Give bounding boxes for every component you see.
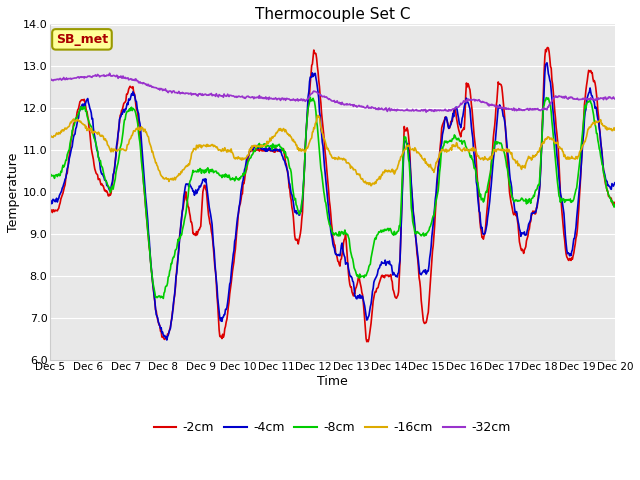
-32cm xyxy=(47,78,54,84)
-2cm xyxy=(544,45,552,50)
Legend: -2cm, -4cm, -8cm, -16cm, -32cm: -2cm, -4cm, -8cm, -16cm, -32cm xyxy=(149,416,516,439)
-8cm xyxy=(81,104,89,109)
-8cm xyxy=(307,95,314,100)
-4cm xyxy=(611,180,619,186)
-32cm xyxy=(390,107,397,113)
-2cm xyxy=(476,208,483,214)
Y-axis label: Temperature: Temperature xyxy=(7,152,20,232)
-8cm xyxy=(376,229,383,235)
-2cm xyxy=(363,339,371,345)
-4cm xyxy=(407,171,415,177)
X-axis label: Time: Time xyxy=(317,375,348,388)
-32cm xyxy=(422,109,430,115)
Line: -16cm: -16cm xyxy=(51,115,615,186)
-2cm xyxy=(47,207,54,213)
-32cm xyxy=(106,71,113,76)
-4cm xyxy=(81,103,89,109)
-2cm xyxy=(375,281,383,287)
-16cm xyxy=(314,112,322,118)
-32cm xyxy=(611,96,619,102)
-16cm xyxy=(376,174,383,180)
-8cm xyxy=(611,202,619,208)
-2cm xyxy=(407,169,415,175)
Title: Thermocouple Set C: Thermocouple Set C xyxy=(255,7,410,22)
-4cm xyxy=(163,337,171,343)
-16cm xyxy=(476,156,484,161)
-32cm xyxy=(81,74,89,80)
-4cm xyxy=(375,265,383,271)
-8cm xyxy=(159,296,167,301)
-4cm xyxy=(533,203,541,208)
-16cm xyxy=(81,122,89,128)
-8cm xyxy=(476,194,484,200)
Line: -8cm: -8cm xyxy=(51,97,615,299)
-2cm xyxy=(81,99,89,105)
-8cm xyxy=(408,205,415,211)
-8cm xyxy=(390,228,398,234)
-4cm xyxy=(476,208,483,214)
Line: -32cm: -32cm xyxy=(51,73,615,112)
-8cm xyxy=(47,173,54,179)
-16cm xyxy=(390,171,398,177)
-4cm xyxy=(543,60,551,66)
-4cm xyxy=(390,270,397,276)
-16cm xyxy=(47,135,54,141)
-32cm xyxy=(534,106,541,111)
-16cm xyxy=(367,183,375,189)
-16cm xyxy=(408,147,415,153)
-2cm xyxy=(533,205,541,211)
-32cm xyxy=(375,105,383,111)
-4cm xyxy=(47,198,54,204)
-2cm xyxy=(390,288,397,294)
-32cm xyxy=(407,108,415,113)
Text: SB_met: SB_met xyxy=(56,33,108,46)
-16cm xyxy=(534,149,541,155)
Line: -4cm: -4cm xyxy=(51,63,615,340)
-8cm xyxy=(534,183,541,189)
-2cm xyxy=(611,202,619,208)
-32cm xyxy=(476,98,484,104)
-16cm xyxy=(611,127,619,133)
Line: -2cm: -2cm xyxy=(51,48,615,342)
